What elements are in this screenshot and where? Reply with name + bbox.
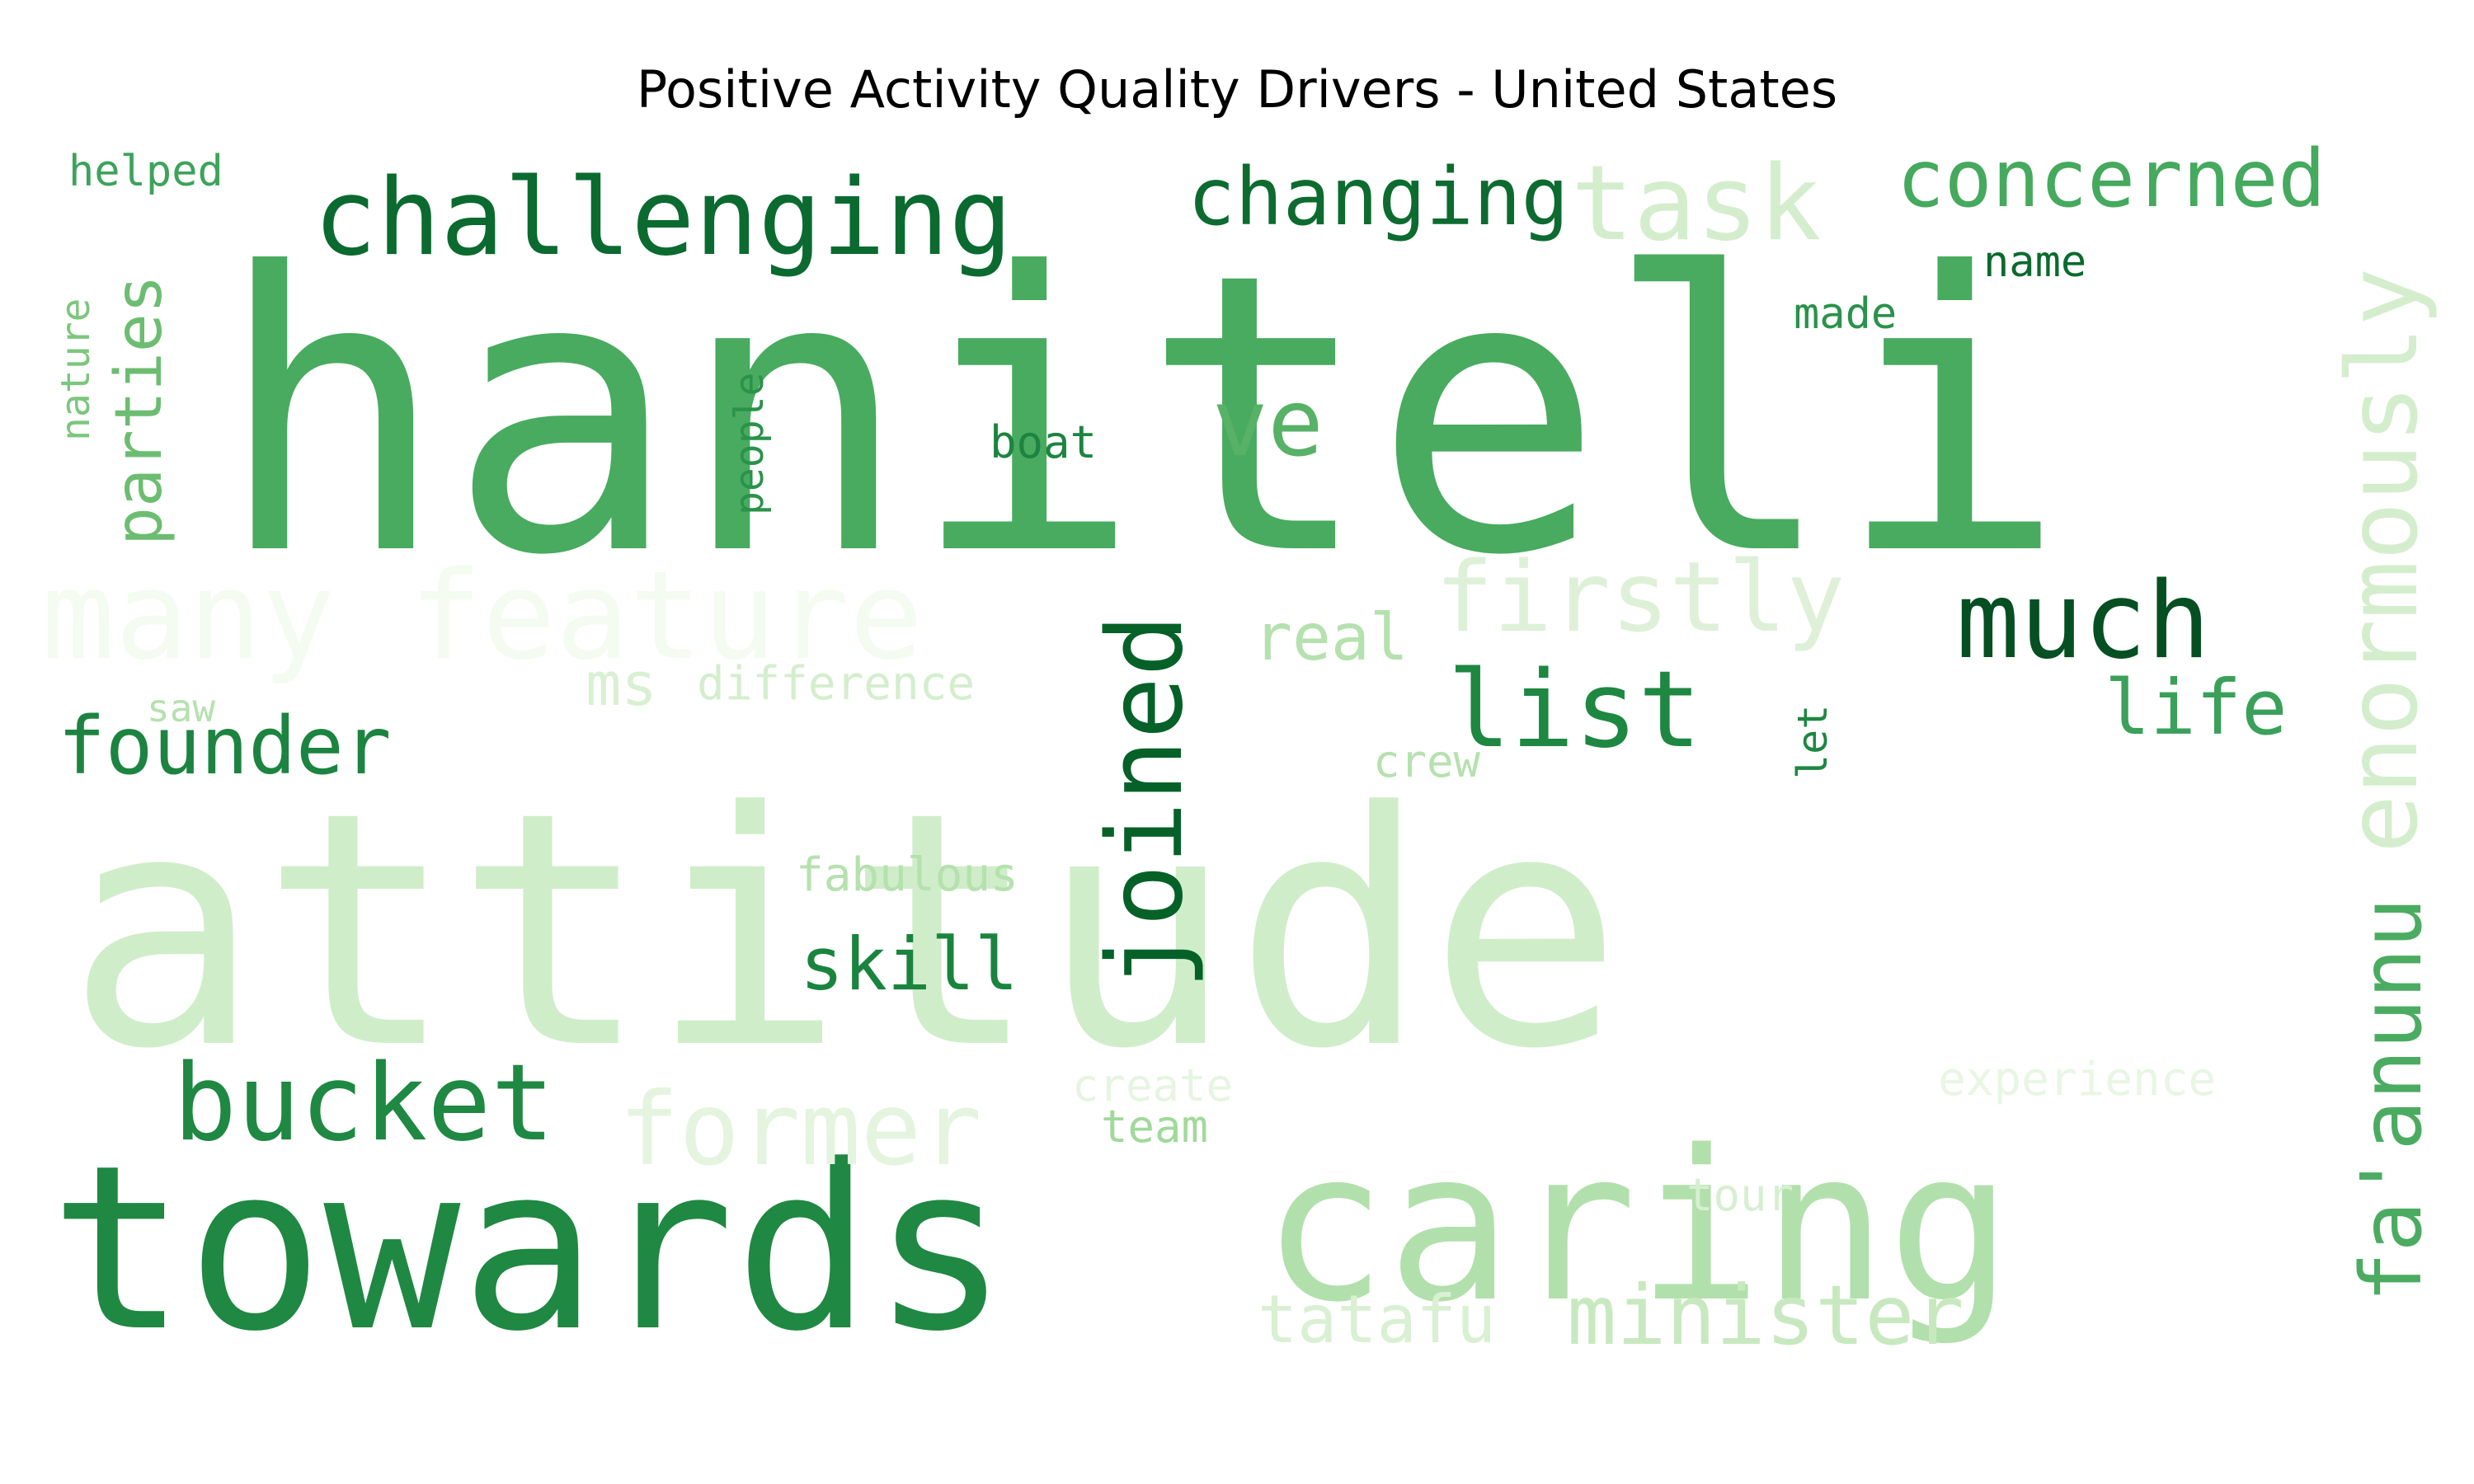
- word-founder: founder: [58, 700, 392, 792]
- word-experience: experience: [1938, 1053, 2216, 1106]
- word-let: let: [1789, 705, 1837, 779]
- word-people: people: [727, 373, 773, 515]
- word-helped: helped: [68, 147, 223, 196]
- word-firstly: firstly: [1435, 540, 1845, 654]
- word-caring: caring: [1262, 1106, 2012, 1348]
- word-skill: skill: [800, 922, 1018, 1007]
- word-challenging: challenging: [313, 157, 1013, 279]
- word-tour: tour: [1686, 1169, 1794, 1221]
- word-task: task: [1571, 143, 1821, 264]
- word-team: team: [1101, 1101, 1208, 1153]
- word-bucket: bucket: [173, 1042, 554, 1165]
- word-nature: nature: [53, 298, 99, 441]
- word-much: much: [1956, 560, 2210, 683]
- word-joined: joined: [1084, 614, 1206, 989]
- word-boat: boat: [990, 416, 1097, 468]
- word-crew: crew: [1373, 735, 1481, 787]
- word-saw: saw: [147, 686, 215, 730]
- word-tatafu: tatafu: [1258, 1281, 1496, 1358]
- word-real: real: [1253, 601, 1409, 675]
- word-changing: changing: [1188, 151, 1569, 243]
- word-haniteli: haniteli: [216, 191, 2067, 639]
- word-attitude: attitude: [66, 744, 1623, 1120]
- word-ve: ve: [1212, 370, 1324, 477]
- word-former: former: [618, 1071, 982, 1188]
- word-towards: towards: [49, 1117, 1009, 1382]
- word-fa-anunu: fa'anunu: [2343, 898, 2441, 1303]
- word-ms: ms: [586, 650, 657, 719]
- chart-title: Positive Activity Quality Drivers - Unit…: [636, 59, 1838, 120]
- word-many-feature: many feature: [41, 545, 923, 687]
- word-parties: parties: [102, 275, 176, 546]
- word-concerned: concerned: [1897, 133, 2326, 225]
- word-difference: difference: [697, 657, 975, 711]
- word-list: list: [1447, 649, 1701, 772]
- word-minister: minister: [1567, 1267, 1964, 1364]
- word-create: create: [1072, 1059, 1233, 1111]
- word-life: life: [2105, 664, 2288, 752]
- word-enormously: enormously: [2326, 268, 2439, 853]
- word-name: name: [1983, 237, 2086, 287]
- word-fabulous: fabulous: [796, 848, 1018, 902]
- word-made: made: [1794, 289, 1897, 339]
